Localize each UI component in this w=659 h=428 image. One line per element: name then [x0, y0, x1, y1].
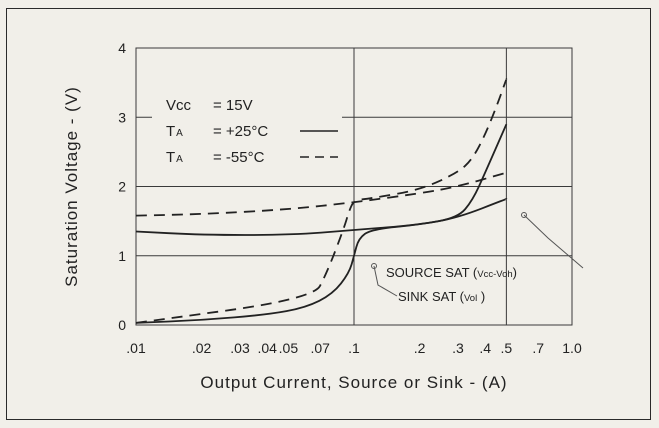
x-tick-label: .4	[479, 340, 491, 356]
source-sat-leader-line	[523, 214, 584, 269]
series-line-4	[135, 78, 508, 324]
series-line-3	[135, 123, 508, 324]
y-axis-title: Saturation Voltage - (V)	[62, 86, 81, 287]
y-tick-label: 0	[118, 317, 126, 333]
x-axis-title: Output Current, Source or Sink - (A)	[200, 373, 507, 392]
y-tick-label: 2	[118, 179, 126, 195]
series-line-1	[135, 198, 508, 236]
legend-entry: TA = -55°C	[166, 149, 265, 166]
y-tick-label: 1	[118, 248, 126, 264]
sink-sat-annotation: SINK SAT (Vol )	[398, 289, 485, 304]
legend-entry: Vcc = 15V	[166, 97, 253, 114]
sink-sat-leader-marker	[371, 263, 377, 269]
x-tick-label: .7	[532, 340, 544, 356]
x-tick-label: .3	[452, 340, 464, 356]
series-line-2	[135, 171, 508, 217]
y-tick-label: 4	[118, 40, 126, 56]
source-sat-annotation: SOURCE SAT (Vcc-Voh)	[386, 265, 517, 280]
x-tick-label: 1.0	[562, 340, 582, 356]
legend-background	[152, 85, 342, 167]
sink-sat-leader-line	[373, 265, 398, 297]
x-tick-label: .04	[258, 340, 278, 356]
legend-entry: TA = +25°C	[166, 123, 268, 140]
x-tick-label: .05	[279, 340, 299, 356]
x-tick-label: .5	[501, 340, 513, 356]
x-tick-label: .02	[192, 340, 212, 356]
x-tick-label: .07	[310, 340, 330, 356]
x-tick-label: .01	[126, 340, 146, 356]
source-sat-leader-marker	[521, 212, 527, 218]
x-tick-label: .2	[414, 340, 426, 356]
x-tick-label: .1	[348, 340, 360, 356]
y-tick-label: 3	[118, 109, 126, 125]
x-tick-label: .03	[230, 340, 250, 356]
figure-frame	[6, 8, 651, 420]
